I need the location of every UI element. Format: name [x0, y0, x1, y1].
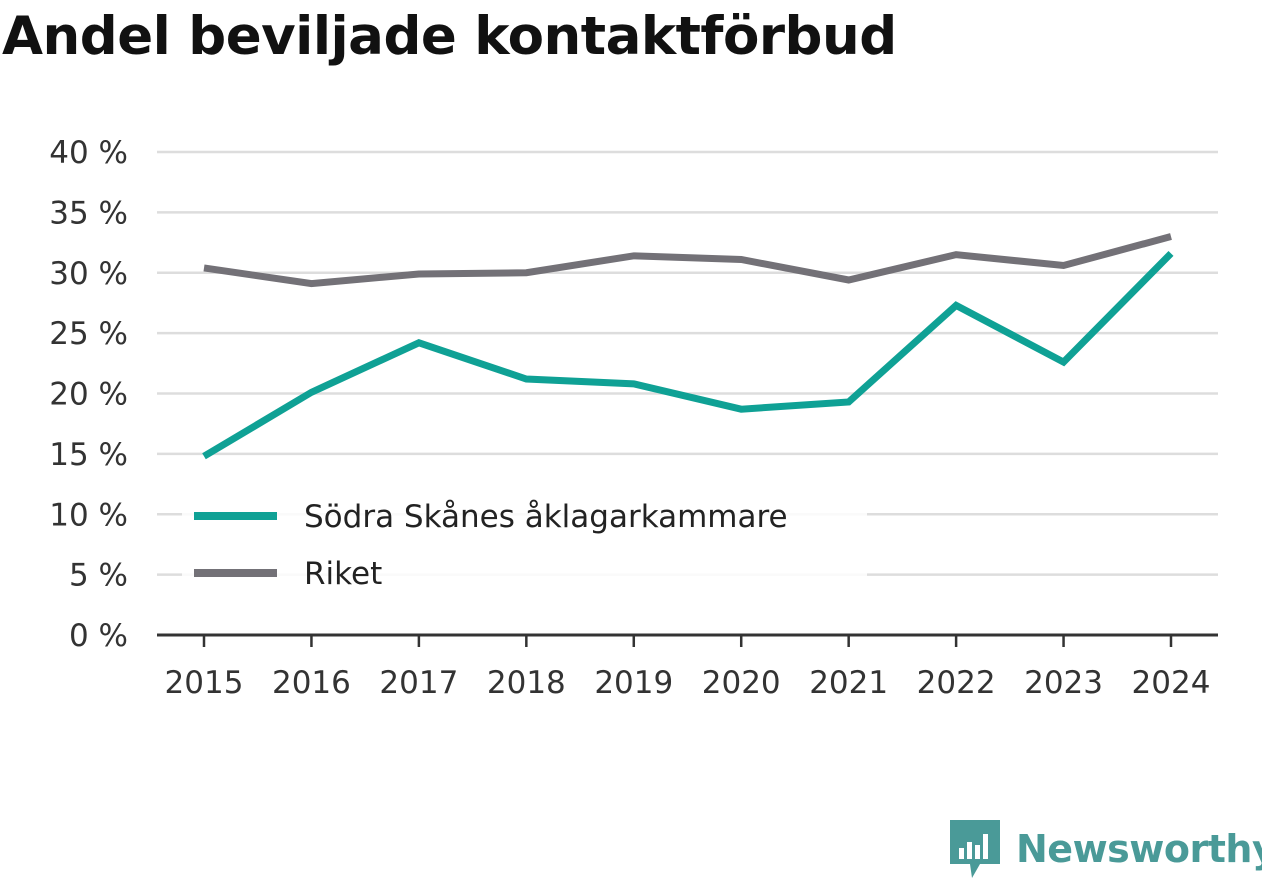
- x-tick-label: 2024: [1132, 665, 1211, 701]
- x-tick-label: 2016: [272, 665, 351, 701]
- x-axis-ticks: 2015 2016 2017 2018 2019 2020 2021 2022 2023 2024: [165, 635, 1211, 701]
- series-lines: [202, 233, 1174, 460]
- y-tick-label: 5 %: [69, 558, 128, 594]
- y-tick-label: 40 %: [49, 135, 128, 171]
- x-tick-label: 2020: [702, 665, 781, 701]
- x-tick-label: 2019: [594, 665, 673, 701]
- y-tick-label: 0 %: [69, 618, 128, 654]
- legend-background: [182, 490, 867, 600]
- y-tick-label: 20 %: [49, 377, 128, 413]
- newsworthy-brand: Newsworthy: [950, 820, 1262, 878]
- brand-name: Newsworthy: [1016, 827, 1262, 871]
- y-tick-label: 10 %: [49, 497, 128, 533]
- y-tick-label: 25 %: [49, 316, 128, 352]
- legend-label: Riket: [304, 556, 382, 592]
- x-tick-label: 2023: [1024, 665, 1103, 701]
- legend: Södra Skånes åklagarkammare Riket: [182, 490, 867, 600]
- x-tick-label: 2022: [917, 665, 996, 701]
- x-tick-label: 2018: [487, 665, 566, 701]
- x-tick-label: 2021: [809, 665, 888, 701]
- legend-label: Södra Skånes åklagarkammare: [304, 499, 788, 535]
- y-tick-label: 15 %: [49, 437, 128, 473]
- series-line: [203, 233, 1172, 288]
- y-tick-label: 35 %: [49, 195, 128, 231]
- newsworthy-logo-icon: [950, 820, 1000, 878]
- y-tick-label: 30 %: [49, 256, 128, 292]
- x-tick-label: 2015: [165, 665, 244, 701]
- series-line: [202, 250, 1174, 460]
- y-axis-ticks: 0 % 5 % 10 % 15 % 20 % 25 % 30 % 35 % 40 %: [49, 135, 128, 654]
- x-tick-label: 2017: [379, 665, 458, 701]
- chart-title: Andel beviljade kontaktförbud: [2, 6, 897, 67]
